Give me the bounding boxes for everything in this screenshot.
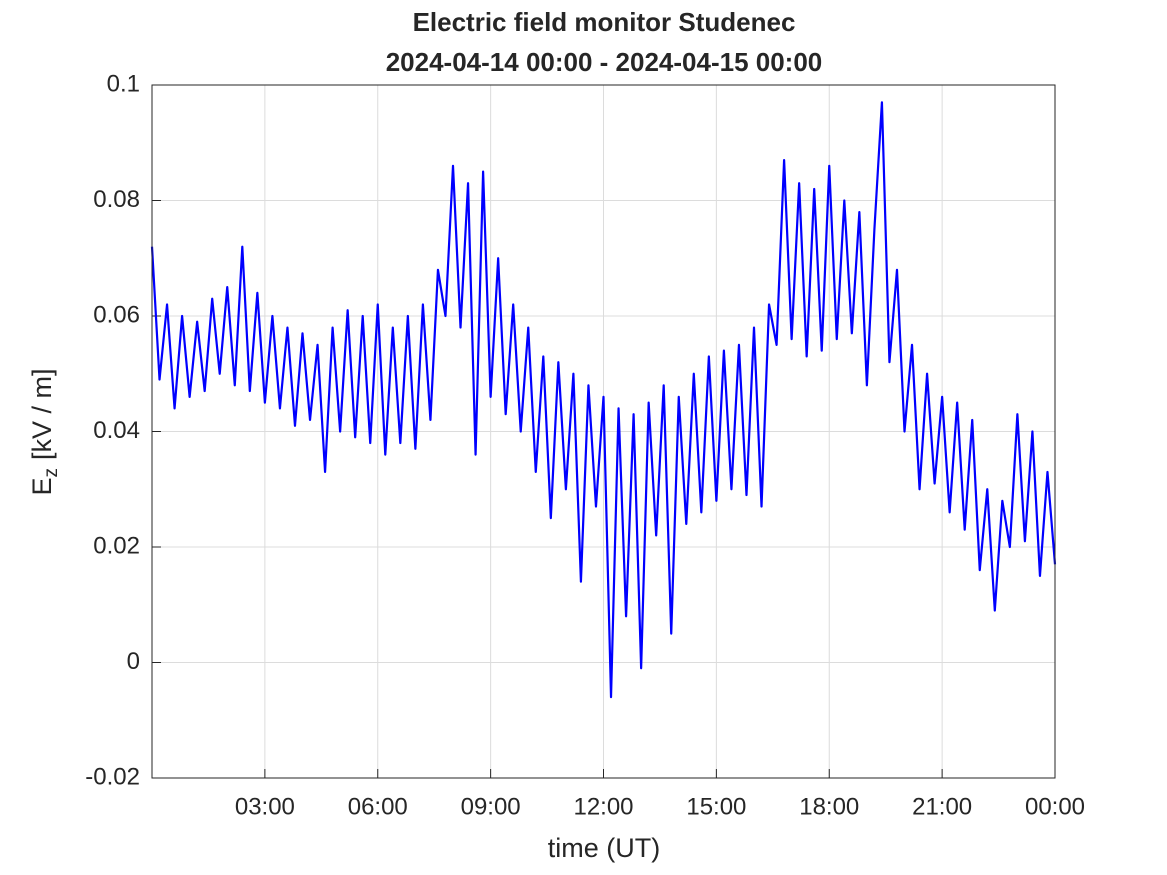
y-axis-label: Ez [kV / m]	[27, 368, 62, 495]
x-tick-label: 18:00	[799, 793, 859, 820]
x-tick-label: 09:00	[461, 793, 521, 820]
data-line	[150, 101, 1057, 699]
x-tick-label: 12:00	[573, 793, 633, 820]
x-tick-label: 00:00	[1025, 793, 1085, 820]
y-tick-label: 0.08	[93, 186, 140, 213]
x-tick-label: 06:00	[348, 793, 408, 820]
y-tick-label: 0.04	[93, 417, 140, 444]
x-tick-label: 03:00	[235, 793, 295, 820]
y-tick-label: 0.06	[93, 301, 140, 328]
chart-subtitle: 2024-04-14 00:00 - 2024-04-15 00:00	[386, 47, 823, 77]
y-label-sub: z	[41, 468, 62, 478]
x-tick-label: 21:00	[912, 793, 972, 820]
y-tick-label: 0.02	[93, 532, 140, 559]
y-tick-label: 0	[127, 648, 140, 675]
plot-frame	[151, 84, 1056, 779]
y-tick-label: -0.02	[85, 763, 140, 790]
x-tick-label: 15:00	[686, 793, 746, 820]
chart-title: Electric field monitor Studenec	[413, 7, 796, 37]
x-axis-label: time (UT)	[548, 833, 660, 863]
y-axis-label-text: Ez [kV / m]	[27, 368, 62, 495]
y-label-unit: [kV / m]	[27, 368, 57, 460]
y-label-main: E	[27, 478, 57, 496]
y-tick-label: 0.1	[107, 70, 140, 97]
